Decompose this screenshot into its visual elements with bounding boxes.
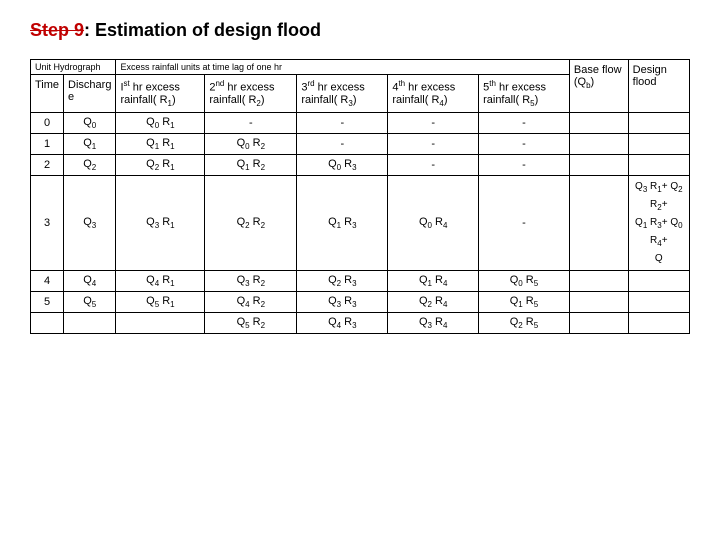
table-cell: Q0 R5 <box>479 270 570 291</box>
col-3rd-hr: 3rd hr excess rainfall( R3) <box>297 75 388 113</box>
title-strike: Step 9 <box>30 20 84 40</box>
table-row: 3Q3Q3 R1Q2 R2Q1 R3Q0 R4-Q3 R1+ Q2 R2+Q1 … <box>31 176 690 270</box>
table-cell: Q3 R4 <box>388 312 479 333</box>
table-cell: Q0 R4 <box>388 176 479 270</box>
table-row: 4Q4Q4 R1Q3 R2Q2 R3Q1 R4Q0 R5 <box>31 270 690 291</box>
table-cell: Q4 R3 <box>297 312 388 333</box>
table-cell: Q4 R1 <box>116 270 205 291</box>
table-cell: Q3 R2 <box>205 270 297 291</box>
table-cell: Q5 <box>64 291 116 312</box>
table-cell: - <box>479 134 570 155</box>
table-cell: Q2 R2 <box>205 176 297 270</box>
table-cell: Q3 R3 <box>297 291 388 312</box>
table-cell <box>569 155 628 176</box>
table-cell: Q2 R1 <box>116 155 205 176</box>
table-cell: Q3 <box>64 176 116 270</box>
table-cell: Q1 R2 <box>205 155 297 176</box>
table-cell: - <box>205 112 297 133</box>
table-cell: Q0 R1 <box>116 112 205 133</box>
table-cell <box>31 312 64 333</box>
table-cell <box>628 291 689 312</box>
table-cell: Q3 R1+ Q2 R2+Q1 R3+ Q0 R4+Q <box>628 176 689 270</box>
header-design-flood: Design flood <box>628 60 689 113</box>
table-cell: Q3 R1 <box>116 176 205 270</box>
table-row: Q5 R2Q4 R3Q3 R4Q2 R5 <box>31 312 690 333</box>
header-base-flow: Base flow (Qb) <box>569 60 628 113</box>
table-cell <box>569 270 628 291</box>
table-cell: Q0 R3 <box>297 155 388 176</box>
table-cell: Q2 R5 <box>479 312 570 333</box>
table-cell <box>569 291 628 312</box>
table-cell <box>64 312 116 333</box>
table-cell <box>116 312 205 333</box>
table-cell <box>569 312 628 333</box>
table-cell: Q1 R1 <box>116 134 205 155</box>
table-cell: Q1 R4 <box>388 270 479 291</box>
table-cell <box>628 112 689 133</box>
table-row: 0Q0Q0 R1---- <box>31 112 690 133</box>
table-cell: Q4 <box>64 270 116 291</box>
table-cell: Q4 R2 <box>205 291 297 312</box>
table-cell <box>628 270 689 291</box>
table-cell: - <box>479 112 570 133</box>
table-cell: 5 <box>31 291 64 312</box>
table-cell <box>569 134 628 155</box>
table-row: 5Q5Q5 R1Q4 R2Q3 R3Q2 R4Q1 R5 <box>31 291 690 312</box>
table-cell: 4 <box>31 270 64 291</box>
col-2nd-hr: 2nd hr excess rainfall( R2) <box>205 75 297 113</box>
col-4th-hr: 4th hr excess rainfall( R4) <box>388 75 479 113</box>
header-excess-rainfall: Excess rainfall units at time lag of one… <box>116 60 569 75</box>
table-row: 2Q2Q2 R1Q1 R2Q0 R3-- <box>31 155 690 176</box>
header-unit-hydrograph: Unit Hydrograph <box>31 60 116 75</box>
table-cell: Q1 <box>64 134 116 155</box>
col-5th-hr: 5th hr excess rainfall( R5) <box>479 75 570 113</box>
table-cell: 1 <box>31 134 64 155</box>
table-cell: Q5 R2 <box>205 312 297 333</box>
table-cell: - <box>388 134 479 155</box>
table-cell <box>569 112 628 133</box>
table-cell <box>628 134 689 155</box>
table-cell: Q2 R3 <box>297 270 388 291</box>
table-cell: 0 <box>31 112 64 133</box>
table-cell: Q1 R5 <box>479 291 570 312</box>
table-cell: - <box>388 112 479 133</box>
col-1st-hr: Ist hr excess rainfall( R1) <box>116 75 205 113</box>
table-cell <box>569 176 628 270</box>
table-cell: Q0 R2 <box>205 134 297 155</box>
table-cell: - <box>297 134 388 155</box>
title-rest: : Estimation of design flood <box>84 20 321 40</box>
page-title: Step 9: Estimation of design flood <box>30 20 690 41</box>
col-time: Time <box>31 75 64 113</box>
table-cell: Q2 <box>64 155 116 176</box>
table-cell: Q1 R3 <box>297 176 388 270</box>
table-cell: - <box>297 112 388 133</box>
design-flood-table: Unit Hydrograph Excess rainfall units at… <box>30 59 690 334</box>
col-discharge: Discharge <box>64 75 116 113</box>
table-cell <box>628 312 689 333</box>
table-cell <box>628 155 689 176</box>
table-cell: 3 <box>31 176 64 270</box>
table-cell: Q0 <box>64 112 116 133</box>
table-cell: - <box>479 176 570 270</box>
table-cell: - <box>479 155 570 176</box>
table-cell: Q5 R1 <box>116 291 205 312</box>
table-cell: Q2 R4 <box>388 291 479 312</box>
table-cell: - <box>388 155 479 176</box>
table-row: 1Q1Q1 R1Q0 R2--- <box>31 134 690 155</box>
table-cell: 2 <box>31 155 64 176</box>
